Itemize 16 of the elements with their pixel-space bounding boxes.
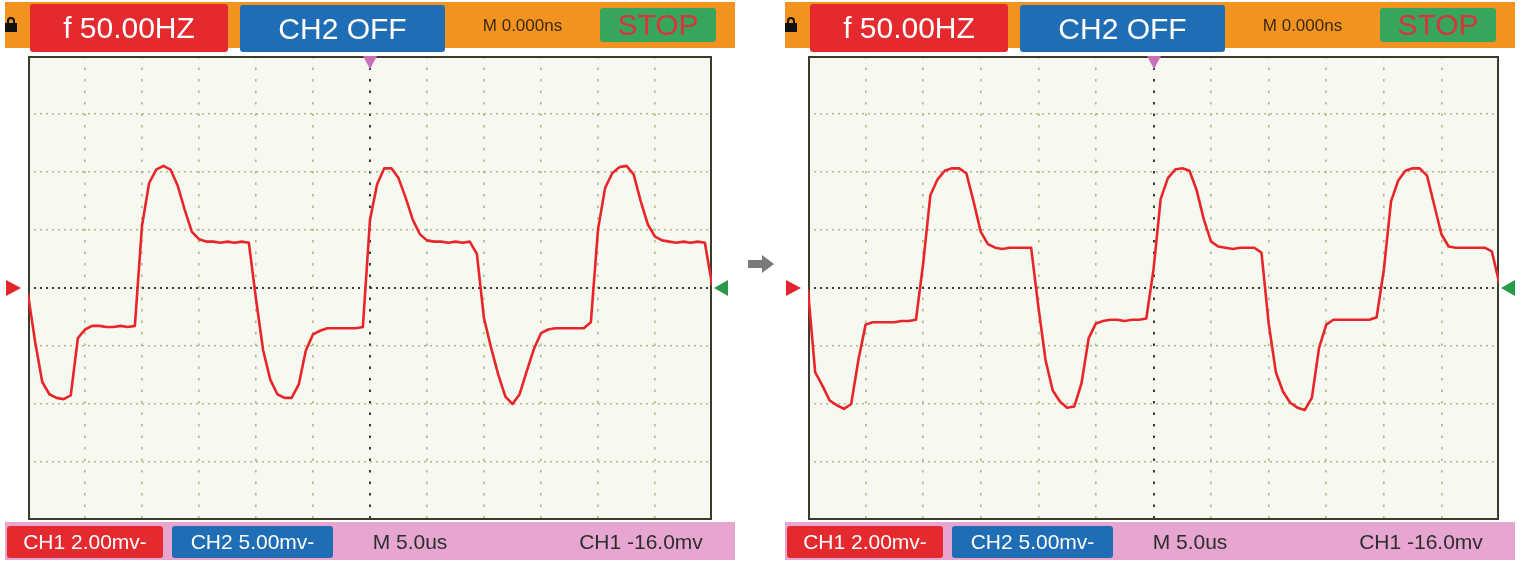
text: CH1 2.00mv-: [787, 526, 943, 558]
text: CH1 2.00mv-: [7, 526, 163, 558]
text: CH2 5.00mv-: [172, 526, 333, 558]
text: CH1 -16.0mv: [1358, 529, 1484, 555]
text: f 50.00HZ: [810, 4, 1008, 52]
text: STOP: [1380, 8, 1496, 42]
text: M 5.0us: [371, 529, 449, 555]
text: CH2 5.00mv-: [952, 526, 1113, 558]
text: CH1 -16.0mv: [578, 529, 704, 555]
text: STOP: [600, 8, 716, 42]
text: CH2 OFF: [1020, 5, 1225, 52]
text: f 50.00HZ: [30, 4, 228, 52]
text: M 0.000ns: [481, 15, 564, 37]
text: M 0.000ns: [1261, 15, 1344, 37]
text: M 5.0us: [1151, 529, 1229, 555]
text: CH2 OFF: [240, 5, 445, 52]
